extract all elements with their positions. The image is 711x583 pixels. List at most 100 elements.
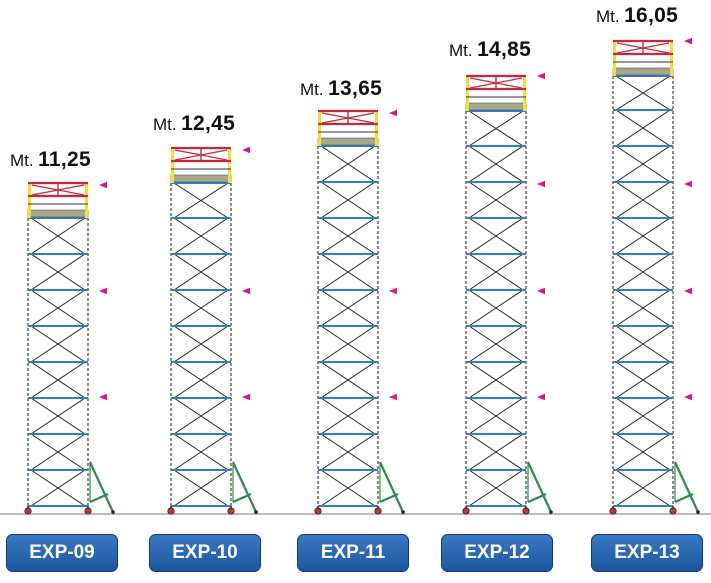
model-button-exp-09[interactable]: EXP-09 xyxy=(6,534,118,572)
level-marker-icon xyxy=(537,287,545,295)
diagonal-brace xyxy=(173,182,229,219)
guardrail-upright xyxy=(318,111,321,146)
height-label: Mt. 16,05 xyxy=(596,4,678,28)
diagonal-brace xyxy=(468,181,524,219)
diagonal-brace xyxy=(173,469,229,507)
diagonal-brace xyxy=(30,289,86,327)
diagonal-brace xyxy=(468,217,524,255)
caster-wheel xyxy=(227,507,235,515)
outrigger-stabilizer xyxy=(379,461,405,514)
guardrail-upright xyxy=(85,183,88,218)
diagonal-brace xyxy=(615,325,671,363)
caster-wheel xyxy=(24,507,32,515)
height-prefix: Mt. xyxy=(449,41,473,60)
diagonal-brace xyxy=(173,217,229,255)
level-marker-icon xyxy=(99,287,107,295)
diagonal-brace xyxy=(615,75,671,111)
diagonal-brace xyxy=(615,289,671,327)
diagonal-brace xyxy=(615,361,671,399)
diagonal-brace xyxy=(615,145,671,183)
guardrail-upright xyxy=(466,76,469,111)
outrigger-stabilizer xyxy=(89,461,115,514)
height-value: 13,65 xyxy=(328,77,383,100)
working-platform xyxy=(170,174,232,183)
diagonal-brace xyxy=(615,397,671,435)
level-marker-icon xyxy=(389,393,397,401)
diagonal-brace xyxy=(468,361,524,399)
diagonal-brace xyxy=(320,217,376,255)
working-platform xyxy=(465,102,527,111)
guardrail-upright xyxy=(613,41,616,76)
diagonal-brace xyxy=(468,325,524,363)
height-value: 14,85 xyxy=(477,38,532,61)
height-prefix: Mt. xyxy=(10,151,34,170)
scaffold-tower-exp-09 xyxy=(24,181,115,515)
diagonal-brace xyxy=(320,289,376,327)
diagonal-brace xyxy=(320,145,376,183)
diagonal-brace xyxy=(30,217,86,255)
diagonal-brace xyxy=(173,361,229,399)
scaffold-tower-exp-11 xyxy=(314,109,405,515)
diagonal-brace xyxy=(30,397,86,435)
outrigger-stabilizer xyxy=(232,461,258,514)
diagonal-brace xyxy=(320,433,376,471)
scaffold-tower-exp-12 xyxy=(462,72,553,515)
diagonal-brace xyxy=(30,469,86,507)
scaffold-tower-exp-13 xyxy=(609,37,700,515)
outrigger-stabilizer xyxy=(527,461,553,514)
diagonal-brace xyxy=(468,397,524,435)
height-label: Mt. 11,25 xyxy=(10,148,91,172)
model-button-exp-12[interactable]: EXP-12 xyxy=(441,534,553,572)
height-value: 12,45 xyxy=(181,112,236,135)
diagonal-brace xyxy=(468,145,524,183)
diagonal-brace xyxy=(320,361,376,399)
level-marker-icon xyxy=(242,146,250,154)
diagonal-brace xyxy=(173,433,229,471)
diagonal-brace xyxy=(30,253,86,291)
diagonal-brace xyxy=(320,397,376,435)
model-button-exp-13[interactable]: EXP-13 xyxy=(591,534,703,572)
working-platform xyxy=(27,209,89,218)
diagonal-brace xyxy=(615,469,671,507)
diagonal-brace xyxy=(30,361,86,399)
diagonal-brace xyxy=(468,110,524,147)
caster-wheel xyxy=(522,507,530,515)
caster-wheel xyxy=(609,507,617,515)
level-marker-icon xyxy=(389,109,397,117)
caster-wheel xyxy=(167,507,175,515)
level-marker-icon xyxy=(684,393,692,401)
diagonal-brace xyxy=(173,289,229,327)
diagonal-brace xyxy=(615,181,671,219)
outrigger-stabilizer xyxy=(674,461,700,514)
level-marker-icon xyxy=(99,181,107,189)
diagonal-brace xyxy=(320,469,376,507)
diagonal-brace xyxy=(468,289,524,327)
level-marker-icon xyxy=(684,287,692,295)
diagonal-brace xyxy=(320,253,376,291)
height-label: Mt. 13,65 xyxy=(300,77,382,101)
diagonal-brace xyxy=(173,325,229,363)
height-label: Mt. 14,85 xyxy=(449,38,531,62)
caster-wheel xyxy=(84,507,92,515)
level-marker-icon xyxy=(684,37,692,45)
height-prefix: Mt. xyxy=(153,115,177,134)
height-prefix: Mt. xyxy=(300,80,324,99)
diagonal-brace xyxy=(320,325,376,363)
height-value: 11,25 xyxy=(38,148,91,171)
model-button-exp-11[interactable]: EXP-11 xyxy=(297,534,409,572)
diagonal-brace xyxy=(173,253,229,291)
level-marker-icon xyxy=(389,287,397,295)
level-marker-icon xyxy=(99,393,107,401)
diagonal-brace xyxy=(615,109,671,147)
model-button-exp-10[interactable]: EXP-10 xyxy=(149,534,261,572)
height-value: 16,05 xyxy=(624,4,679,27)
diagonal-brace xyxy=(468,469,524,507)
caster-wheel xyxy=(314,507,322,515)
caster-wheel xyxy=(374,507,382,515)
guardrail-upright xyxy=(28,183,31,218)
diagonal-brace xyxy=(615,217,671,255)
guardrail-upright xyxy=(171,148,174,183)
caster-wheel xyxy=(462,507,470,515)
level-marker-icon xyxy=(242,287,250,295)
